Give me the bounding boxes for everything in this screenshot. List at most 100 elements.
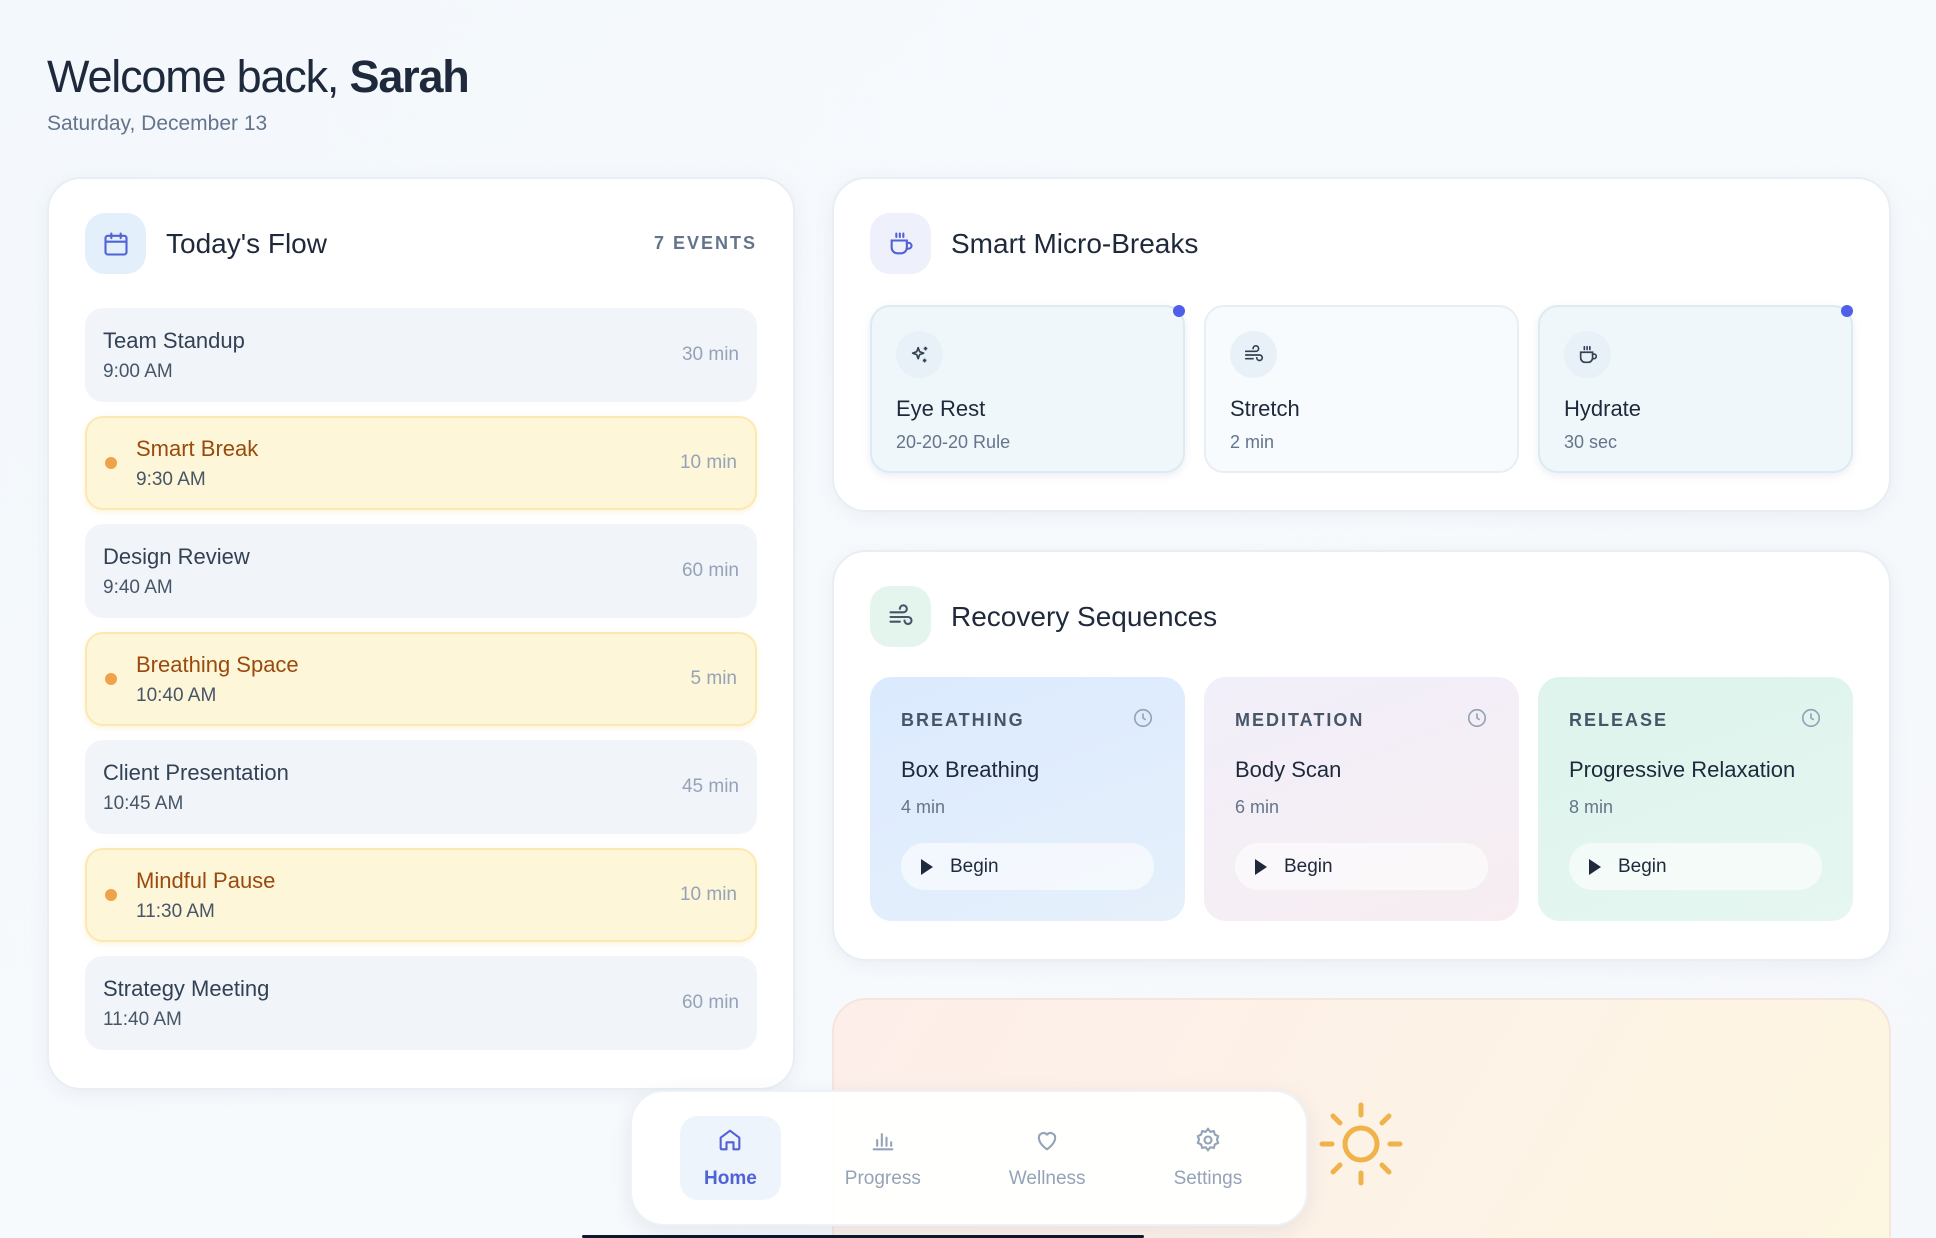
break-event-item[interactable]: Breathing Space 10:40 AM 5 min	[85, 632, 757, 726]
gear-icon	[1194, 1126, 1222, 1159]
play-icon	[921, 858, 933, 875]
event-duration: 5 min	[690, 668, 737, 689]
coffee-cup-icon	[1564, 331, 1611, 378]
break-event-item[interactable]: Smart Break 9:30 AM 10 min	[85, 416, 757, 510]
break-event-item[interactable]: Mindful Pause 11:30 AM 10 min	[85, 848, 757, 942]
nav-wellness[interactable]: Wellness	[985, 1116, 1110, 1200]
play-icon	[1589, 858, 1601, 875]
clock-icon	[1800, 707, 1822, 734]
event-name: Strategy Meeting	[103, 975, 270, 1001]
current-date: Saturday, December 13	[47, 112, 268, 135]
nav-label: Settings	[1173, 1168, 1243, 1189]
micro-break-eye-rest[interactable]: Eye Rest 20-20-20 Rule	[870, 305, 1185, 473]
tile-sub: 20-20-20 Rule	[896, 432, 1011, 452]
begin-button[interactable]: Begin	[1235, 843, 1488, 890]
micro-break-hydrate[interactable]: Hydrate 30 sec	[1538, 305, 1853, 473]
event-time: 10:40 AM	[136, 684, 217, 706]
wind-icon	[870, 586, 931, 647]
micro-break-stretch[interactable]: Stretch 2 min	[1204, 305, 1519, 473]
nav-settings[interactable]: Settings	[1150, 1116, 1267, 1200]
sequence-duration: 8 min	[1569, 797, 1614, 817]
break-dot	[105, 457, 117, 469]
events-count: 7 EVENTS	[653, 233, 757, 253]
calendar-icon	[85, 213, 146, 274]
event-duration: 30 min	[681, 344, 739, 365]
flow-header: Today's Flow 7 EVENTS	[85, 213, 757, 274]
home-indicator-bar	[582, 1235, 1144, 1238]
micro-breaks-card: Smart Micro-Breaks Eye Rest 20-20-20 Rul…	[832, 177, 1891, 512]
sequence-meditation[interactable]: MEDITATION Body Scan 6 min Begin	[1204, 677, 1519, 921]
nav-label: Progress	[844, 1168, 921, 1189]
micro-title: Smart Micro-Breaks	[951, 227, 1199, 259]
tile-name: Hydrate	[1564, 396, 1642, 421]
tile-sub: 30 sec	[1564, 432, 1618, 452]
nav-label: Wellness	[1008, 1168, 1086, 1189]
events-list: Team Standup 9:00 AM 30 min Smart Break 9:…	[85, 308, 757, 1050]
recovery-title: Recovery Sequences	[951, 600, 1218, 632]
begin-button[interactable]: Begin	[1569, 843, 1822, 890]
break-dot	[105, 673, 117, 685]
event-name: Breathing Space	[136, 651, 299, 677]
sun-icon	[1316, 1099, 1406, 1194]
welcome-heading: Welcome back, Sarah	[47, 50, 470, 104]
event-name: Smart Break	[136, 435, 259, 461]
event-item[interactable]: Design Review 9:40 AM 60 min	[85, 524, 757, 618]
bar-chart-icon	[869, 1126, 897, 1159]
sparkles-icon	[896, 331, 943, 378]
sequence-name: Box Breathing	[901, 757, 1040, 782]
greeting-text: Welcome back,	[47, 51, 339, 102]
break-dot	[105, 889, 117, 901]
clock-icon	[1466, 707, 1488, 734]
tile-name: Stretch	[1230, 396, 1300, 421]
event-item[interactable]: Strategy Meeting 11:40 AM 60 min	[85, 956, 757, 1050]
begin-label: Begin	[1284, 855, 1333, 877]
page-header: Welcome back, Sarah Saturday, December 1…	[47, 50, 470, 136]
nav-progress[interactable]: Progress	[821, 1116, 945, 1200]
recovery-header: Recovery Sequences	[870, 586, 1853, 647]
active-indicator	[1841, 305, 1853, 317]
event-time: 9:30 AM	[136, 468, 206, 490]
clock-icon	[1132, 707, 1154, 734]
tile-sub: 2 min	[1230, 432, 1275, 452]
event-duration: 10 min	[679, 452, 737, 473]
sequence-name: Progressive Relaxation	[1569, 757, 1796, 782]
event-duration: 60 min	[681, 560, 739, 581]
play-icon	[1255, 858, 1267, 875]
micro-break-tiles: Eye Rest 20-20-20 Rule Stretch 2 min Hyd…	[870, 305, 1853, 473]
event-time: 9:00 AM	[103, 360, 173, 382]
home-icon	[716, 1126, 744, 1159]
micro-header: Smart Micro-Breaks	[870, 213, 1853, 274]
event-name: Client Presentation	[103, 759, 289, 785]
sequence-list: BREATHING Box Breathing 4 min Begin MEDI…	[870, 677, 1853, 921]
bottom-nav: Home Progress Wellness Settings	[630, 1090, 1308, 1226]
flow-title: Today's Flow	[166, 227, 327, 259]
event-duration: 60 min	[681, 992, 739, 1013]
event-name: Design Review	[103, 543, 250, 569]
event-item[interactable]: Team Standup 9:00 AM 30 min	[85, 308, 757, 402]
event-time: 10:45 AM	[103, 792, 184, 814]
tile-name: Eye Rest	[896, 396, 986, 421]
todays-flow-card: Today's Flow 7 EVENTS Team Standup 9:00 A…	[47, 177, 795, 1090]
event-duration: 10 min	[679, 884, 737, 905]
recovery-sequences-card: Recovery Sequences BREATHING Box Breathi…	[832, 550, 1891, 961]
nav-home[interactable]: Home	[680, 1116, 781, 1200]
sequence-release[interactable]: RELEASE Progressive Relaxation 8 min Beg…	[1538, 677, 1853, 921]
user-name: Sarah	[349, 51, 470, 102]
sequence-duration: 6 min	[1235, 797, 1280, 817]
sequence-name: Body Scan	[1235, 757, 1342, 782]
begin-label: Begin	[1618, 855, 1667, 877]
sequence-duration: 4 min	[901, 797, 946, 817]
event-item[interactable]: Client Presentation 10:45 AM 45 min	[85, 740, 757, 834]
begin-button[interactable]: Begin	[901, 843, 1154, 890]
event-time: 11:40 AM	[103, 1008, 182, 1030]
heart-icon	[1033, 1126, 1061, 1159]
sequence-category: MEDITATION	[1235, 710, 1365, 730]
wind-icon	[1230, 331, 1277, 378]
active-indicator	[1173, 305, 1185, 317]
event-time: 9:40 AM	[103, 576, 173, 598]
coffee-cup-icon	[870, 213, 931, 274]
begin-label: Begin	[950, 855, 999, 877]
sequence-category: RELEASE	[1569, 710, 1669, 730]
sequence-breathing[interactable]: BREATHING Box Breathing 4 min Begin	[870, 677, 1185, 921]
event-duration: 45 min	[681, 776, 739, 797]
